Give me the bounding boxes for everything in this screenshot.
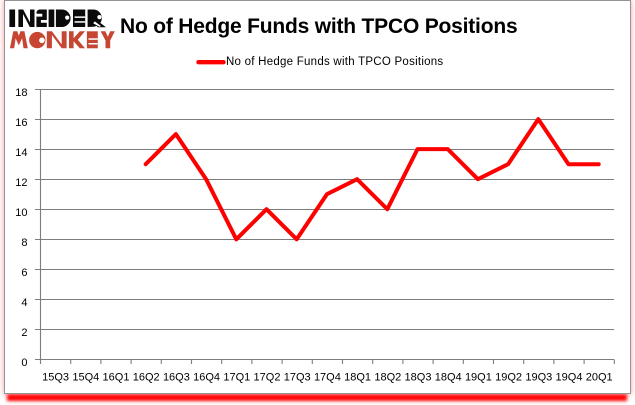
svg-text:17Q4: 17Q4 [314, 372, 341, 384]
svg-text:4: 4 [21, 297, 27, 309]
svg-text:18: 18 [15, 87, 27, 99]
svg-text:18Q4: 18Q4 [435, 372, 462, 384]
svg-text:17Q3: 17Q3 [284, 372, 311, 384]
svg-text:16: 16 [15, 117, 27, 129]
svg-text:20Q1: 20Q1 [586, 372, 613, 384]
svg-text:17Q2: 17Q2 [254, 372, 281, 384]
svg-text:10: 10 [15, 207, 27, 219]
svg-text:16Q4: 16Q4 [193, 372, 220, 384]
svg-text:19Q4: 19Q4 [556, 372, 583, 384]
svg-text:14: 14 [15, 147, 27, 159]
svg-text:0: 0 [21, 357, 27, 369]
svg-text:18Q1: 18Q1 [344, 372, 371, 384]
svg-text:8: 8 [21, 237, 27, 249]
svg-text:19Q3: 19Q3 [525, 372, 552, 384]
svg-text:18Q2: 18Q2 [374, 372, 401, 384]
svg-text:2: 2 [21, 327, 27, 339]
svg-text:15Q3: 15Q3 [42, 372, 69, 384]
svg-text:19Q1: 19Q1 [465, 372, 492, 384]
svg-text:18Q3: 18Q3 [405, 372, 432, 384]
svg-text:17Q1: 17Q1 [223, 372, 250, 384]
svg-text:15Q4: 15Q4 [72, 372, 99, 384]
svg-text:6: 6 [21, 267, 27, 279]
svg-text:16Q1: 16Q1 [103, 372, 130, 384]
svg-text:19Q2: 19Q2 [495, 372, 522, 384]
svg-text:16Q2: 16Q2 [133, 372, 160, 384]
svg-text:16Q3: 16Q3 [163, 372, 190, 384]
svg-text:12: 12 [15, 177, 27, 189]
